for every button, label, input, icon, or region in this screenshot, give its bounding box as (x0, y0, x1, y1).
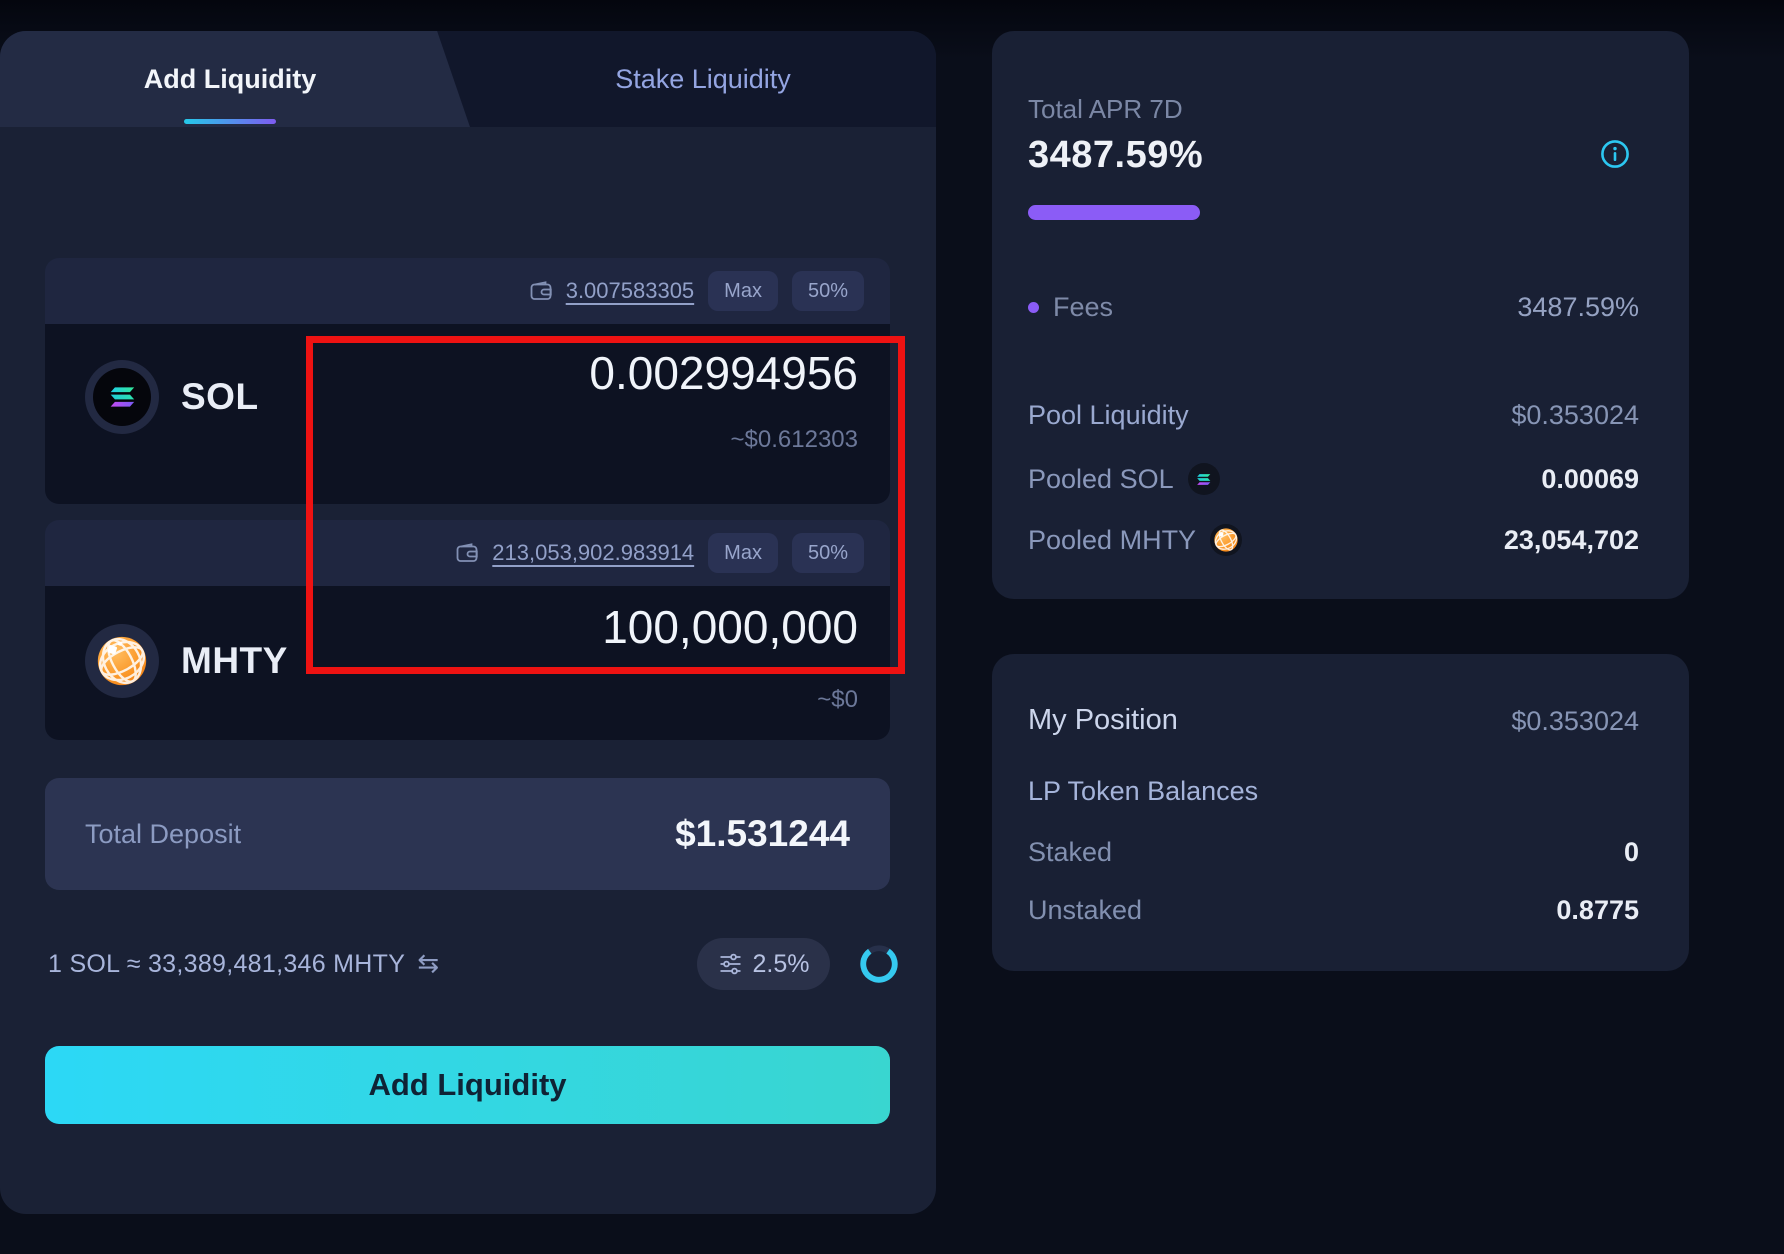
sol-symbol: SOL (181, 376, 259, 417)
my-position-card: My Position $0.353024 LP Token Balances … (992, 654, 1689, 971)
fees-label: Fees (1053, 291, 1114, 322)
fees-value: 3487.59% (1517, 291, 1639, 322)
fees-row: Fees 3487.59% (1028, 289, 1639, 325)
rate-row: 1 SOL ≈ 33,389,481,346 MHTY ⇆ 2.5% (48, 938, 898, 990)
mhty-token-icon (85, 624, 159, 698)
total-apr-value: 3487.59% (1028, 134, 1204, 176)
mhty-balance-row: 213,053,902.983914 Max 50% (45, 520, 890, 586)
mhty-amount-input[interactable]: 100,000,000 (602, 601, 858, 653)
my-position-value: $0.353024 (1511, 706, 1639, 736)
staked-value: 0 (1623, 836, 1639, 867)
my-position-title: My Position (1028, 704, 1178, 736)
sliders-icon (718, 952, 743, 976)
mhty-usd-value: ~$0 (817, 686, 858, 713)
mhty-mini-icon (1210, 524, 1243, 556)
staked-label: Staked (1028, 836, 1113, 867)
mhty-deposit-group: 213,053,902.983914 Max 50% (45, 520, 890, 740)
active-tab-background (0, 31, 470, 127)
sol-usd-value: ~$0.612303 (730, 426, 858, 453)
sol-input-panel: SOL 0.002994956 ~$0.612303 (45, 324, 890, 504)
unstaked-row: Unstaked 0.8775 (1028, 892, 1639, 928)
staked-row: Staked 0 (1028, 834, 1639, 870)
mhty-input-panel: MHTY 100,000,000 ~$0 (45, 586, 890, 740)
tab-stake-liquidity[interactable]: Stake Liquidity (470, 31, 936, 127)
lp-token-balances-label: LP Token Balances (1028, 776, 1259, 806)
total-deposit-panel: Total Deposit $1.531244 (45, 778, 890, 890)
pooled-sol-value: 0.00069 (1541, 463, 1639, 494)
mhty-half-button[interactable]: 50% (791, 533, 864, 573)
sol-max-button[interactable]: Max (708, 271, 778, 311)
total-deposit-value: $1.531244 (675, 813, 850, 854)
sol-mini-icon (1187, 463, 1220, 495)
sol-balance-row: 3.007583305 Max 50% (45, 258, 890, 324)
slippage-value: 2.5% (752, 949, 810, 978)
active-tab-underline (184, 119, 276, 124)
unstaked-value: 0.8775 (1556, 894, 1639, 925)
mhty-wallet-balance[interactable]: 213,053,902.983914 (492, 540, 695, 565)
total-deposit-label: Total Deposit (85, 818, 242, 849)
pooled-mhty-label: Pooled MHTY (1028, 524, 1197, 555)
swap-direction-icon[interactable]: ⇆ (417, 948, 440, 978)
fees-bullet-dot (1028, 301, 1039, 313)
exchange-rate-text: 1 SOL ≈ 33,389,481,346 MHTY ⇆ (48, 948, 440, 978)
wallet-icon (456, 543, 478, 563)
pooled-mhty-value: 23,054,702 (1503, 524, 1639, 555)
sol-wallet-balance[interactable]: 3.007583305 (565, 278, 695, 303)
pool-liquidity-value: $0.353024 (1511, 399, 1639, 430)
pool-liquidity-label: Pool Liquidity (1028, 399, 1189, 430)
tab-add-liquidity-label: Add Liquidity (143, 63, 317, 94)
tab-stake-liquidity-label: Stake Liquidity (615, 63, 791, 94)
pooled-sol-label: Pooled SOL (1028, 463, 1174, 494)
sol-amount-input[interactable]: 0.002994956 (589, 347, 858, 399)
liquidity-card: Add Liquidity Stake Liquidity 3.00758330… (0, 31, 936, 1214)
wallet-icon (530, 281, 552, 301)
apr-card-title: Total APR 7D (1028, 94, 1183, 124)
pooled-mhty-row: Pooled MHTY 23,054,702 (1028, 522, 1639, 558)
unstaked-label: Unstaked (1028, 894, 1143, 925)
pool-liquidity-row: Pool Liquidity $0.353024 (1028, 397, 1639, 433)
tab-bar (0, 31, 936, 127)
sol-token-icon (85, 360, 159, 434)
mhty-symbol: MHTY (181, 640, 288, 681)
mhty-token-chip: MHTY (85, 624, 288, 698)
sol-deposit-group: 3.007583305 Max 50% SO (45, 258, 890, 504)
mhty-max-button[interactable]: Max (708, 533, 778, 573)
apr-progress-bar (1028, 205, 1200, 220)
add-liquidity-button[interactable]: Add Liquidity (45, 1046, 890, 1124)
tab-add-liquidity[interactable]: Add Liquidity (0, 31, 460, 127)
pooled-sol-row: Pooled SOL 0.00069 (1028, 461, 1639, 497)
sol-token-chip: SOL (85, 360, 259, 434)
slippage-button[interactable]: 2.5% (697, 938, 830, 990)
apr-card: Total APR 7D 3487.59% Fees 3487.59% Pool… (992, 31, 1689, 599)
info-icon[interactable] (1599, 138, 1631, 170)
sol-half-button[interactable]: 50% (791, 271, 864, 311)
refresh-countdown-spinner (858, 943, 900, 985)
